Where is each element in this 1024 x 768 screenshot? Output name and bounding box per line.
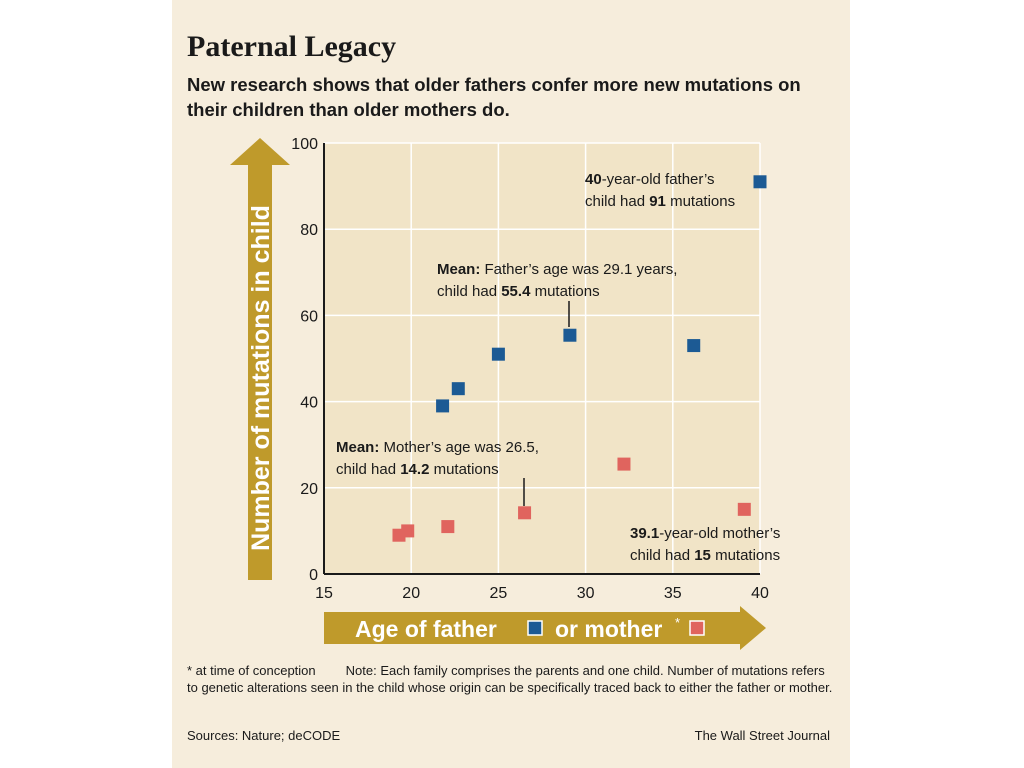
x-axis-label-father: Age of father — [355, 616, 497, 642]
footnote: * at time of conception Note: Each family… — [187, 662, 837, 696]
mother-point-6 — [737, 502, 751, 516]
y-tick-label-0: 0 — [309, 567, 318, 584]
x-arrow-shape — [324, 606, 766, 650]
father-point-2 — [451, 382, 465, 396]
y-tick-label-100: 100 — [291, 136, 318, 153]
footnote-note: Note: Each family comprises the parents … — [187, 663, 833, 695]
father-legend-marker — [527, 620, 543, 636]
y-tick-label-40: 40 — [300, 395, 318, 412]
x-tick-label-20: 20 — [402, 585, 420, 602]
annotation-mother-mean-line1: Mean: Mother’s age was 26.5, — [336, 439, 539, 456]
annotation-mother-max-line2: child had 15 mutations — [630, 547, 780, 564]
publisher-credit: The Wall Street Journal — [694, 728, 830, 743]
annotation-mother-mean-line2: child had 14.2 mutations — [336, 461, 499, 478]
annotation-father-max-line2: child had 91 mutations — [585, 193, 735, 210]
mother-point-3 — [441, 520, 455, 534]
annotation-father-mean-line2: child had 55.4 mutations — [437, 283, 600, 300]
y-axis-label: Number of mutations in child — [247, 205, 275, 551]
annotation-father-mean-line1: Mean: Father’s age was 29.1 years, — [437, 261, 677, 278]
father-point-4 — [563, 328, 577, 342]
y-tick-label-60: 60 — [300, 308, 318, 325]
footnote-star: * at time of conception — [187, 663, 316, 678]
father-point-5 — [687, 339, 701, 353]
data-points — [392, 175, 767, 542]
x-axis-label-star: * — [675, 615, 680, 630]
chart-title: Paternal Legacy — [187, 30, 397, 63]
chart-subtitle: New research shows that older fathers co… — [187, 74, 801, 120]
mother-legend-marker — [689, 620, 705, 636]
sources-credit: Sources: Nature; deCODE — [187, 728, 341, 743]
annotation-father-max-line1: 40-year-old father’s — [585, 171, 715, 188]
x-tick-label-25: 25 — [490, 585, 508, 602]
x-tick-label-35: 35 — [664, 585, 682, 602]
y-axis-arrow: Number of mutations in child — [230, 138, 290, 580]
x-tick-label-30: 30 — [577, 585, 595, 602]
x-axis-arrow: Age of father or mother * — [324, 606, 766, 650]
axes — [323, 143, 760, 575]
father-point-6 — [753, 175, 767, 189]
y-tick-label-80: 80 — [300, 222, 318, 239]
plot-area — [324, 143, 760, 574]
x-tick-label-40: 40 — [751, 585, 769, 602]
y-tick-label-20: 20 — [300, 481, 318, 498]
annotation-mother-max-line1: 39.1-year-old mother’s — [630, 525, 780, 542]
x-axis-label-mother-wrap: or mother — [555, 616, 662, 642]
tick-labels: 0 20 40 60 80 100 15 20 25 30 35 40 — [291, 136, 769, 602]
father-point-1 — [436, 399, 450, 413]
father-point-3 — [491, 347, 505, 361]
x-tick-label-15: 15 — [315, 585, 333, 602]
mother-point-4 — [518, 506, 532, 520]
y-arrow-shape — [230, 138, 290, 580]
mother-point-5 — [617, 457, 631, 471]
mother-point-2 — [401, 524, 415, 538]
x-axis-label: Age of father — [355, 616, 497, 642]
x-axis-label-mother: or mother — [555, 616, 662, 642]
